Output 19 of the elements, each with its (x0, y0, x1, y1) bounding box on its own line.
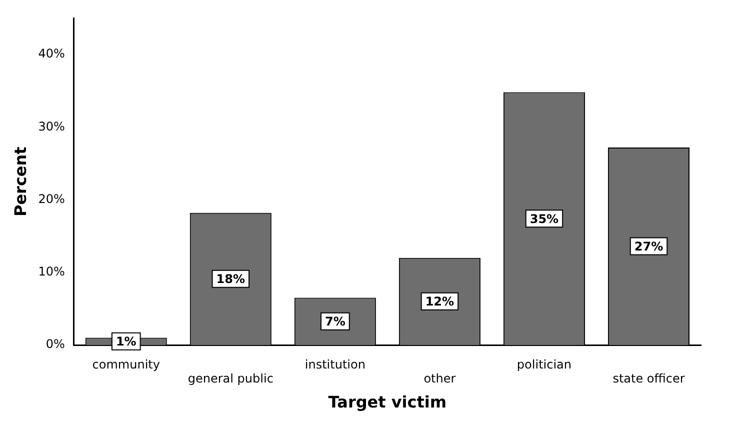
data-label: 18% (216, 272, 246, 286)
data-label: 1% (116, 334, 136, 348)
x-tick-label: institution (304, 357, 366, 372)
y-tick-label: 30% (38, 119, 65, 134)
data-label: 27% (634, 239, 664, 254)
x-tick-label: state officer (612, 372, 685, 386)
data-label: 12% (425, 294, 454, 309)
y-tick-label: 20% (38, 192, 65, 206)
y-tick-label: 40% (38, 46, 65, 61)
data-label: 35% (530, 212, 559, 226)
x-tick-label: politician (516, 357, 572, 372)
x-tick-label: other (424, 372, 456, 386)
data-label: 7% (324, 314, 346, 329)
x-tick-label: general public (188, 372, 274, 386)
y-tick-label: 0% (46, 337, 65, 352)
y-tick-label: 10% (38, 264, 65, 279)
y-axis-title: Percent (10, 146, 30, 217)
x-tick-label: community (92, 357, 160, 372)
x-axis-title: Target victim (328, 392, 447, 412)
